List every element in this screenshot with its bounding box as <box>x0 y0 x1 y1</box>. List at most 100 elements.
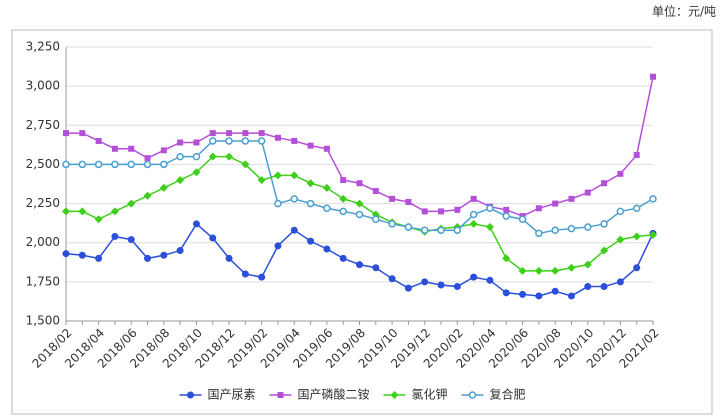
marker <box>160 147 167 154</box>
marker <box>274 134 281 141</box>
marker <box>94 215 103 224</box>
marker <box>78 251 86 259</box>
marker <box>567 292 575 300</box>
marker <box>176 247 184 255</box>
y-tick-label: 2,750 <box>26 118 60 132</box>
marker <box>273 171 282 180</box>
marker <box>453 283 461 291</box>
legend-label: 复合肥 <box>490 387 526 402</box>
legend-label: 国产尿素 <box>208 388 256 402</box>
marker <box>176 152 184 161</box>
marker <box>79 130 86 137</box>
marker <box>192 220 200 228</box>
marker <box>616 207 625 216</box>
marker <box>600 246 609 255</box>
marker <box>225 254 233 262</box>
marker <box>62 207 70 216</box>
marker <box>159 183 168 192</box>
marker <box>470 273 478 281</box>
marker <box>469 219 478 228</box>
marker <box>518 215 527 223</box>
marker <box>209 234 217 242</box>
marker <box>226 130 233 137</box>
marker <box>486 276 494 284</box>
marker <box>193 139 200 146</box>
marker <box>339 194 348 203</box>
marker <box>600 283 608 291</box>
marker <box>323 245 331 253</box>
marker <box>405 199 412 206</box>
marker <box>502 254 511 263</box>
marker <box>388 275 396 283</box>
marker <box>306 179 315 188</box>
marker <box>290 171 299 180</box>
marker <box>616 235 625 244</box>
marker <box>127 236 135 244</box>
series-line <box>66 76 654 217</box>
marker <box>584 283 592 291</box>
marker <box>616 278 624 286</box>
marker <box>127 199 136 208</box>
marker <box>404 284 412 292</box>
marker <box>274 242 282 250</box>
marker <box>258 130 265 137</box>
marker <box>323 145 330 152</box>
marker <box>535 292 543 300</box>
marker <box>127 160 135 169</box>
marker <box>600 220 608 228</box>
marker <box>551 266 560 275</box>
marker <box>291 137 298 144</box>
marker <box>209 137 217 145</box>
marker <box>650 73 656 80</box>
marker <box>388 220 396 228</box>
marker <box>242 130 249 137</box>
marker <box>485 223 494 232</box>
marker <box>421 278 429 286</box>
marker <box>519 290 527 298</box>
legend-label: 氯化钾 <box>412 388 448 402</box>
marker <box>95 254 103 262</box>
marker <box>633 264 641 272</box>
marker <box>192 168 201 177</box>
marker <box>258 273 266 281</box>
marker <box>551 287 559 295</box>
y-tick-label: 2,250 <box>26 196 60 210</box>
marker <box>78 207 87 216</box>
marker <box>160 160 168 169</box>
marker <box>372 215 380 223</box>
marker <box>177 139 184 146</box>
marker <box>355 199 364 208</box>
marker <box>225 152 234 161</box>
marker <box>453 226 462 234</box>
marker <box>307 142 314 149</box>
marker <box>143 160 152 169</box>
marker <box>454 206 461 213</box>
marker <box>438 208 445 215</box>
marker <box>339 207 347 216</box>
marker <box>356 261 363 269</box>
marker <box>290 195 299 203</box>
marker <box>241 270 249 278</box>
marker <box>63 130 69 137</box>
marker <box>617 170 624 177</box>
marker <box>94 160 103 169</box>
marker <box>632 204 641 213</box>
marker <box>568 195 575 202</box>
legend-marker <box>277 392 284 398</box>
marker <box>420 226 429 234</box>
y-tick-label: 2,500 <box>26 157 60 171</box>
marker <box>290 226 298 234</box>
y-tick-label: 1,500 <box>26 314 60 328</box>
marker <box>355 210 364 219</box>
marker <box>340 177 347 184</box>
marker <box>257 137 266 145</box>
marker <box>78 160 87 169</box>
marker <box>339 254 347 262</box>
marker <box>633 152 640 159</box>
marker <box>584 189 591 196</box>
y-tick-label: 2,000 <box>26 235 60 249</box>
marker <box>437 281 445 289</box>
marker <box>356 180 363 187</box>
marker <box>469 210 478 219</box>
marker <box>322 183 331 192</box>
